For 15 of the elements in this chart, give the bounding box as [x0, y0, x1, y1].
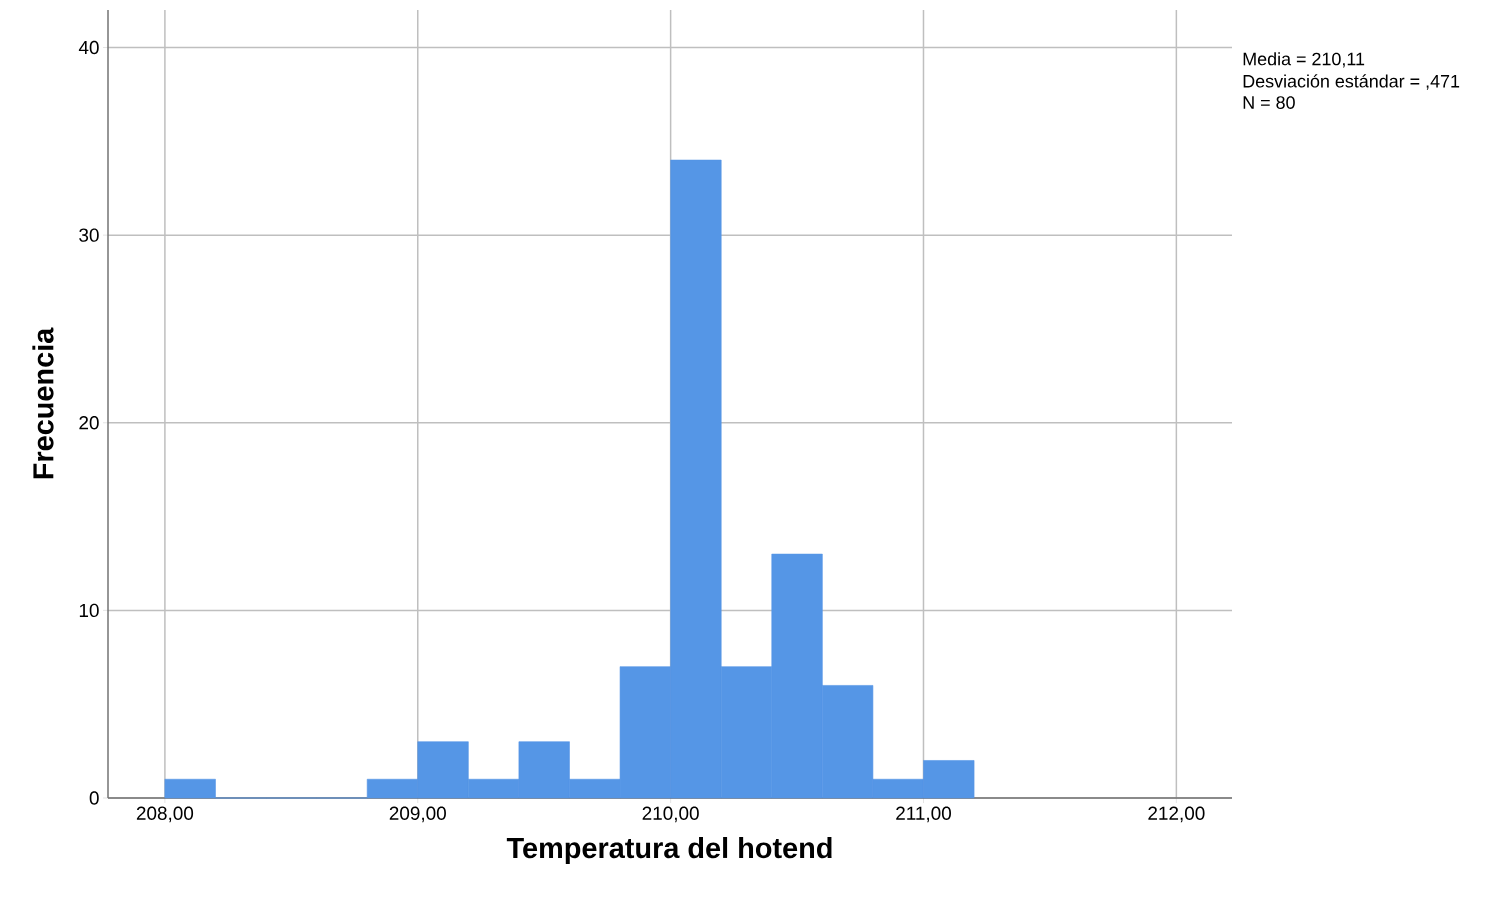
text: Media = 210,11 — [1243, 52, 1365, 68]
y-tick-label: 20 — [79, 416, 99, 430]
x-tick-label: 210,00 — [642, 806, 699, 823]
x-axis-title: Temperatura del hotend — [506, 837, 832, 864]
x-tick-label: 212,00 — [1148, 806, 1205, 823]
text: Desviación estándar = ,471 — [1243, 74, 1460, 90]
x-tick-label: 208,00 — [136, 806, 194, 823]
y-tick-label: 10 — [79, 603, 99, 618]
y-tick-label: 0 — [89, 791, 99, 805]
y-tick-label: 30 — [79, 228, 99, 242]
y-tick-label: 40 — [78, 40, 99, 55]
x-tick-label: 209,00 — [389, 806, 446, 823]
text: N = 80 — [1243, 96, 1295, 109]
y-axis-title: Frecuencia — [32, 327, 54, 479]
x-tick-label: 211,00 — [896, 806, 951, 823]
